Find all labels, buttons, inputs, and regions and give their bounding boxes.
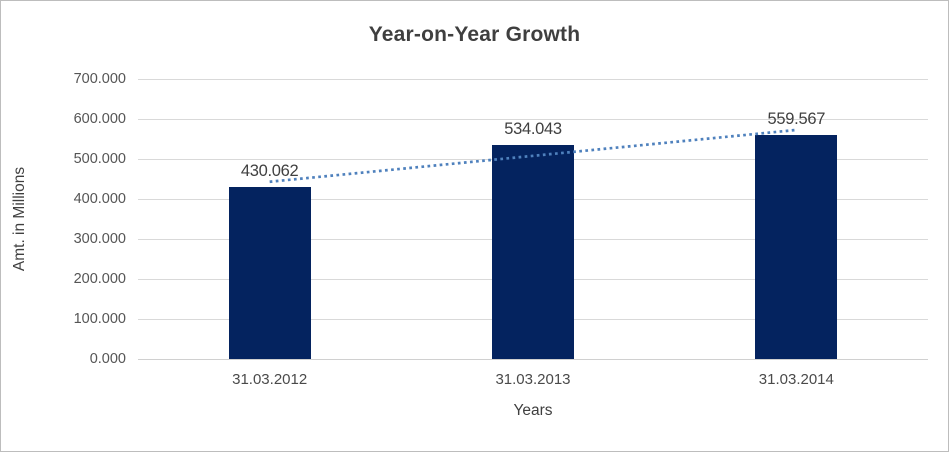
y-tick-label: 200.000 [73,271,126,287]
y-tick-label: 700.000 [73,71,126,87]
x-tick-label: 31.03.2013 [495,371,571,388]
bar [228,186,311,359]
gridline [138,118,928,120]
y-tick-label: 600.000 [73,111,126,127]
x-tick-label: 31.03.2014 [758,371,834,388]
x-axis-title: Years [513,402,553,419]
x-tick-label: 31.03.2012 [232,371,308,388]
bar-value-label: 559.567 [767,110,826,129]
bar-value-label: 534.043 [504,120,562,139]
bar-value-label: 430.062 [240,161,299,180]
y-tick-label: 0.000 [89,351,126,367]
bar [492,145,574,359]
y-tick-label: 100.000 [73,311,126,327]
x-axis-line [138,358,928,360]
y-axis-title: Amt. in Millions [11,166,28,272]
chart-title: Year-on-Year Growth [368,23,581,46]
gridline [138,78,928,80]
y-tick-label: 500.000 [73,151,126,167]
bar [755,135,838,359]
y-tick-label: 300.000 [73,231,126,247]
y-tick-label: 400.000 [73,191,126,207]
